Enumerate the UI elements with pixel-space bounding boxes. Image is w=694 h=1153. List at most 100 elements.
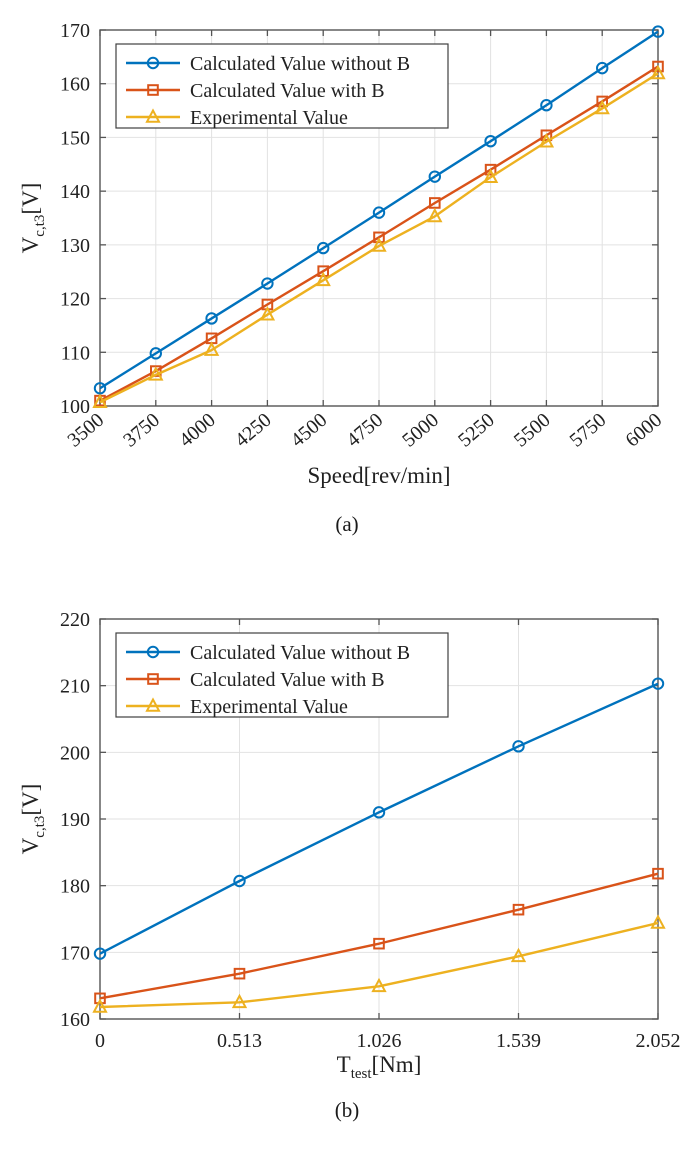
y-tick-label: 120	[60, 289, 90, 311]
series-marker-calculated-value-without-b	[372, 206, 386, 219]
series-marker-calculated-value-without-b	[512, 740, 525, 753]
series-marker-calculated-value-with-b	[373, 231, 385, 244]
legend-marker-calculated-value-without-b	[146, 645, 160, 659]
series-marker-calculated-value-without-b	[651, 25, 665, 38]
y-axis-label-unit: [V]	[18, 784, 43, 816]
y-tick-label: 130	[60, 235, 90, 257]
x-tick-label: 4000	[175, 409, 220, 452]
legend-box	[115, 43, 449, 129]
series-line-experimental-value	[99, 72, 659, 404]
series-marker-calculated-value-without-b	[261, 277, 274, 290]
series-marker-calculated-value-with-b	[317, 265, 329, 277]
y-tick-label: 210	[60, 676, 90, 698]
series-marker-calculated-value-with-b	[652, 867, 664, 880]
series-marker-calculated-value-with-b	[373, 937, 385, 950]
x-tick-label: 1.539	[496, 1030, 541, 1052]
x-axis-label: Ttest[Nm]	[337, 1052, 422, 1082]
y-axis-label-main: V	[18, 236, 43, 253]
series-marker-experimental-value	[594, 99, 610, 115]
series-line-calculated-value-with-b	[99, 872, 659, 1000]
series-marker-experimental-value	[203, 341, 220, 356]
series-marker-experimental-value	[92, 393, 108, 409]
series-marker-calculated-value-without-b	[93, 947, 107, 960]
series-marker-calculated-value-with-b	[540, 129, 553, 142]
plot-area-a: 3500 3750 4000 4250 4500 4750 5000 5250 5500 5750…	[18, 20, 666, 488]
series-line-calculated-value-without-b	[99, 30, 659, 390]
series-marker-calculated-value-with-b	[484, 163, 497, 176]
series-marker-calculated-value-with-b	[94, 992, 106, 1005]
legend-item-label: Calculated Value without B	[190, 642, 410, 664]
series-marker-experimental-value	[231, 993, 248, 1009]
y-tick-label: 220	[60, 609, 90, 631]
y-tick-label: 170	[60, 20, 90, 42]
x-tick-label: 5250	[454, 409, 499, 452]
x-axis-label-main: T	[337, 1052, 351, 1077]
series-marker-experimental-value	[427, 207, 443, 223]
legend-item-label: Calculated Value without B	[190, 53, 410, 75]
legend-marker-calculated-value-with-b	[147, 673, 159, 685]
figure-a-caption: (a)	[335, 512, 359, 536]
plot-area-b: 0 0.513 1.026 1.539 2.052 160 170 180 190 200 210 2…	[18, 609, 681, 1082]
legend-item-label: Calculated Value with B	[190, 669, 385, 691]
series-marker-experimental-value	[259, 306, 276, 321]
series-marker-calculated-value-without-b	[372, 806, 386, 819]
x-tick-label: 4750	[342, 409, 387, 452]
legend-marker-experimental-value	[145, 697, 161, 712]
x-tick-label: 4500	[287, 409, 332, 452]
y-tick-label: 200	[60, 742, 90, 764]
y-tick-label: 190	[60, 809, 90, 831]
series-marker-experimental-value	[148, 366, 164, 381]
series-marker-calculated-value-without-b	[484, 134, 497, 148]
x-tick-label: 0.513	[217, 1030, 262, 1052]
series-marker-experimental-value	[538, 133, 555, 148]
legend-marker-calculated-value-without-b	[146, 56, 160, 70]
series-marker-calculated-value-without-b	[93, 382, 107, 395]
y-tick-label: 180	[60, 876, 90, 898]
chart-b: 0 0.513 1.026 1.539 2.052 160 170 180 190 200 210 2…	[18, 609, 681, 1082]
y-axis-label-main: V	[18, 837, 43, 854]
chart-a: 3500 3750 4000 4250 4500 4750 5000 5250 5500 5750…	[18, 20, 666, 488]
x-tick-label: 3750	[119, 409, 164, 452]
series-marker-experimental-value	[371, 977, 387, 993]
x-tick-label: 5000	[398, 409, 443, 452]
series-marker-calculated-value-without-b	[233, 874, 246, 888]
series-marker-experimental-value	[315, 271, 331, 287]
legend-marker-calculated-value-with-b	[147, 84, 159, 96]
legend-marker-experimental-value	[145, 108, 161, 123]
y-tick-label: 170	[60, 942, 90, 964]
series-line-experimental-value	[99, 921, 659, 1009]
series-marker-calculated-value-without-b	[317, 241, 330, 255]
series-marker-experimental-value	[650, 64, 666, 80]
series-marker-calculated-value-without-b	[651, 677, 665, 690]
series-line-calculated-value-without-b	[99, 682, 659, 955]
y-tick-label: 160	[60, 74, 90, 96]
series-marker-calculated-value-with-b	[652, 60, 664, 73]
x-tick-label: 5750	[566, 409, 611, 452]
series-marker-calculated-value-without-b	[540, 99, 553, 112]
series-marker-experimental-value	[371, 237, 387, 252]
y-axis-label: Vc,t3[V]	[18, 784, 48, 855]
series-marker-experimental-value	[510, 947, 527, 963]
y-tick-label: 160	[60, 1009, 90, 1031]
y-axis-label: Vc,t3[V]	[18, 183, 48, 254]
y-axis-label-sub: c,t3	[32, 215, 48, 237]
series-marker-calculated-value-with-b	[233, 967, 246, 980]
series-marker-calculated-value-without-b	[428, 170, 441, 183]
series-marker-experimental-value	[482, 168, 499, 183]
y-tick-label: 100	[60, 396, 90, 418]
y-axis-label-unit: [V]	[18, 183, 43, 215]
x-axis-label-unit: [Nm]	[372, 1052, 422, 1077]
figure-b-caption: (b)	[334, 1098, 360, 1122]
x-tick-label: 2.052	[636, 1030, 681, 1052]
legend-item-label: Experimental Value	[190, 107, 348, 129]
x-axis-label: Speed[rev/min]	[307, 463, 450, 488]
series-marker-calculated-value-without-b	[205, 312, 218, 325]
y-tick-label: 110	[61, 342, 90, 364]
y-tick-label: 150	[60, 127, 90, 149]
x-tick-label: 5500	[510, 409, 555, 452]
x-tick-label: 6000	[621, 409, 666, 452]
series-marker-calculated-value-with-b	[596, 95, 609, 108]
series-marker-experimental-value	[92, 998, 108, 1013]
series-marker-experimental-value	[650, 914, 666, 929]
